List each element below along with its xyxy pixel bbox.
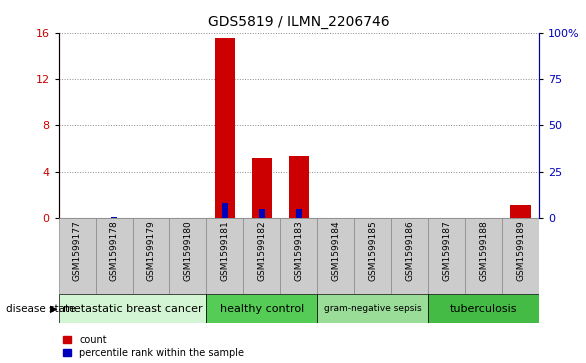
Bar	[96, 218, 132, 294]
Text: healthy control: healthy control	[220, 303, 304, 314]
Text: GSM1599181: GSM1599181	[220, 220, 230, 281]
Bar	[206, 218, 243, 294]
Bar	[214, 38, 235, 218]
Bar	[391, 218, 428, 294]
Text: GSM1599178: GSM1599178	[110, 220, 118, 281]
Text: disease state: disease state	[6, 303, 76, 314]
Text: GSM1599188: GSM1599188	[479, 220, 488, 281]
Bar	[206, 294, 318, 323]
Text: gram-negative sepsis: gram-negative sepsis	[324, 304, 421, 313]
Bar	[243, 218, 280, 294]
Text: tuberculosis: tuberculosis	[450, 303, 517, 314]
Bar	[258, 209, 265, 218]
Title: GDS5819 / ILMN_2206746: GDS5819 / ILMN_2206746	[208, 15, 390, 29]
Bar	[59, 218, 96, 294]
Bar	[252, 158, 272, 218]
Bar	[428, 218, 465, 294]
Text: GSM1599185: GSM1599185	[368, 220, 377, 281]
Bar	[59, 294, 206, 323]
Bar	[428, 294, 539, 323]
Text: GSM1599182: GSM1599182	[257, 220, 267, 281]
Text: metastatic breast cancer: metastatic breast cancer	[63, 303, 202, 314]
Text: GSM1599187: GSM1599187	[442, 220, 451, 281]
Bar	[465, 218, 502, 294]
Legend: count, percentile rank within the sample: count, percentile rank within the sample	[63, 335, 244, 358]
Bar	[222, 203, 229, 218]
Bar	[280, 218, 318, 294]
Bar	[169, 218, 206, 294]
Text: GSM1599183: GSM1599183	[294, 220, 304, 281]
Bar	[318, 294, 428, 323]
Bar	[289, 156, 309, 218]
Bar	[111, 217, 117, 218]
Text: GSM1599179: GSM1599179	[146, 220, 155, 281]
Bar	[295, 209, 302, 218]
Text: GSM1599189: GSM1599189	[516, 220, 525, 281]
Bar	[502, 218, 539, 294]
Text: GSM1599180: GSM1599180	[183, 220, 192, 281]
Text: GSM1599177: GSM1599177	[73, 220, 81, 281]
Bar	[510, 205, 531, 218]
Text: GSM1599184: GSM1599184	[331, 220, 340, 281]
Bar	[318, 218, 355, 294]
Bar	[132, 218, 169, 294]
Text: ▶: ▶	[50, 303, 57, 314]
Bar	[355, 218, 391, 294]
Text: GSM1599186: GSM1599186	[406, 220, 414, 281]
